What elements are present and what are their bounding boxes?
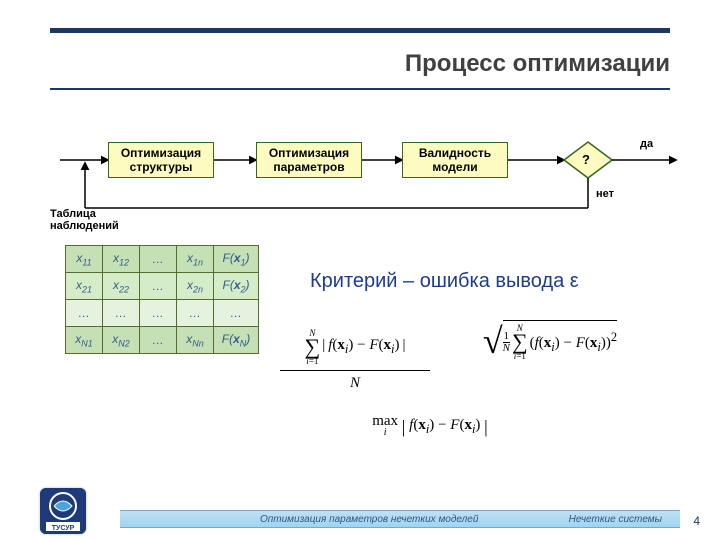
footer-right: Нечеткие системы bbox=[569, 514, 662, 525]
table-cell: … bbox=[103, 300, 140, 327]
table-cell: … bbox=[140, 300, 177, 327]
table-row: x11x12…x1nF(x1) bbox=[66, 246, 259, 273]
footer-left: Оптимизация параметров нечетких моделей bbox=[260, 514, 478, 525]
label-no: нет bbox=[596, 188, 614, 200]
table-cell: F(xN) bbox=[214, 327, 259, 354]
table-cell: F(x2) bbox=[214, 273, 259, 300]
label-yes: да bbox=[640, 138, 653, 150]
observation-table: x11x12…x1nF(x1)x21x22…x2nF(x2)……………xN1xN… bbox=[65, 245, 259, 354]
flow-box-params: Оптимизация параметров bbox=[256, 142, 362, 178]
decision-label: ? bbox=[582, 152, 590, 167]
table-cell: … bbox=[140, 327, 177, 354]
footer-bar: Оптимизация параметров нечетких моделей … bbox=[120, 510, 680, 528]
table-cell: F(x1) bbox=[214, 246, 259, 273]
formula-rmse: √ 1N N∑i=1 (f(xi) − F(xi))2 bbox=[450, 320, 650, 361]
table-cell: xNn bbox=[177, 327, 214, 354]
table-cell: … bbox=[177, 300, 214, 327]
flow-box-params-label: Оптимизация параметров bbox=[269, 146, 349, 174]
table-cell: x1n bbox=[177, 246, 214, 273]
top-rule bbox=[50, 28, 670, 33]
table-row: …………… bbox=[66, 300, 259, 327]
logo-icon: ТУСУР bbox=[40, 488, 86, 534]
flow-box-validity-label: Валидность модели bbox=[419, 146, 491, 174]
table-cell: x11 bbox=[66, 246, 103, 273]
table-cell: … bbox=[214, 300, 259, 327]
formula-max: maxi | f(xi) − F(xi) | bbox=[320, 415, 540, 439]
table-cell: x22 bbox=[103, 273, 140, 300]
page-title: Процесс оптимизации bbox=[50, 50, 670, 78]
svg-text:ТУСУР: ТУСУР bbox=[52, 525, 75, 532]
table-cell: x2n bbox=[177, 273, 214, 300]
table-cell: x21 bbox=[66, 273, 103, 300]
obs-label: Таблица наблюдений bbox=[50, 208, 119, 232]
slide: Процесс оптимизации Оптимизация структур… bbox=[0, 0, 720, 540]
criterion-text: Критерий – ошибка вывода ε bbox=[310, 270, 579, 293]
table-cell: … bbox=[66, 300, 103, 327]
table-row: xN1xN2…xNnF(xN) bbox=[66, 327, 259, 354]
page-number: 4 bbox=[693, 514, 700, 528]
table-cell: xN2 bbox=[103, 327, 140, 354]
flow-box-validity: Валидность модели bbox=[402, 142, 508, 178]
title-rule bbox=[50, 88, 670, 90]
table-cell: xN1 bbox=[66, 327, 103, 354]
flow-box-structure-label: Оптимизация структуры bbox=[121, 146, 201, 174]
table-cell: … bbox=[140, 273, 177, 300]
flow-box-structure: Оптимизация структуры bbox=[108, 142, 214, 178]
table-row: x21x22…x2nF(x2) bbox=[66, 273, 259, 300]
formula-mae: N∑i=1 | f(xi) − F(xi) | N bbox=[270, 328, 440, 392]
table-cell: … bbox=[140, 246, 177, 273]
table-cell: x12 bbox=[103, 246, 140, 273]
